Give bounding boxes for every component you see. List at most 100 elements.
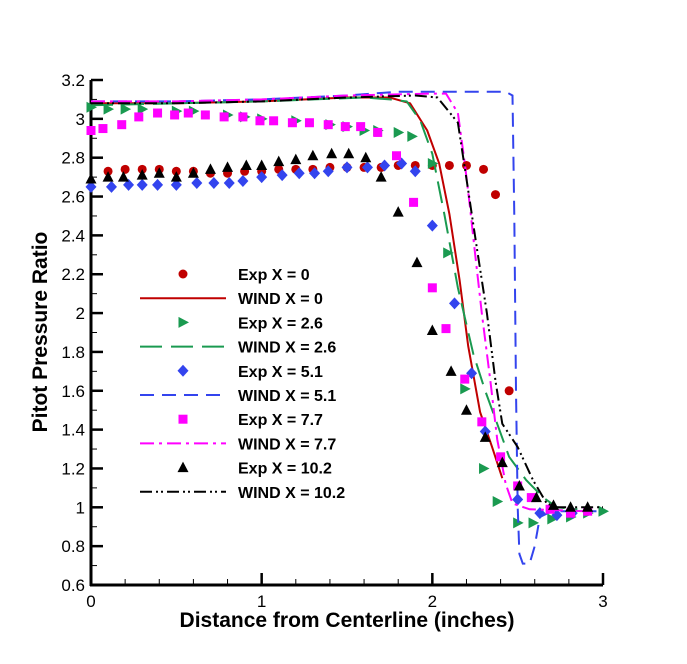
- legend-marker-swatch: [177, 364, 189, 377]
- data-point: [136, 178, 148, 191]
- data-point: [153, 167, 165, 178]
- y-tick-label: 1.8: [61, 343, 85, 362]
- data-point: [309, 167, 321, 180]
- legend-label: Exp X = 5.1: [238, 364, 323, 381]
- data-point: [307, 149, 319, 161]
- data-point: [427, 283, 437, 293]
- data-point: [304, 118, 314, 128]
- data-point: [191, 176, 203, 189]
- data-point: [492, 495, 504, 507]
- data-point: [479, 462, 490, 474]
- data-point: [105, 180, 117, 193]
- legend-label: Exp X = 2.6: [238, 315, 323, 332]
- series-line: [91, 92, 586, 513]
- y-tick-label: 2.6: [61, 188, 85, 207]
- data-point: [526, 493, 536, 503]
- legend-marker-swatch: [178, 316, 189, 328]
- legend-entry: Exp X = 5.1: [177, 364, 323, 381]
- data-point: [204, 163, 216, 174]
- x-tick-label: 0: [86, 592, 95, 611]
- data-point: [460, 383, 471, 395]
- data-point: [269, 116, 279, 126]
- data-point: [356, 122, 366, 132]
- data-point: [170, 178, 182, 191]
- data-point: [504, 386, 514, 396]
- data-point: [255, 116, 265, 126]
- data-point: [598, 505, 609, 517]
- data-point: [496, 452, 506, 462]
- data-point: [85, 180, 97, 193]
- data-point: [566, 508, 576, 518]
- legend-entry: Exp X = 10.2: [177, 461, 332, 478]
- data-point: [256, 159, 268, 170]
- legend-entry: Exp X = 7.7: [178, 412, 323, 429]
- x-tick-label: 3: [598, 592, 607, 611]
- data-point: [273, 155, 285, 167]
- series-exp-x-10-2: [85, 147, 594, 512]
- data-point: [427, 158, 439, 170]
- legend-label: WIND X = 0: [238, 291, 323, 308]
- data-point: [460, 404, 472, 415]
- data-point: [445, 365, 457, 376]
- data-point: [391, 151, 401, 161]
- data-point: [208, 176, 220, 189]
- data-point: [98, 124, 108, 134]
- legend-entry: WIND X = 5.1: [140, 388, 336, 405]
- data-point: [379, 159, 391, 172]
- data-point: [136, 169, 148, 180]
- data-point: [443, 247, 454, 259]
- data-point: [373, 127, 383, 137]
- y-tick-label: 0.8: [61, 537, 85, 556]
- data-point: [153, 108, 163, 118]
- y-tick-label: 0.6: [61, 576, 85, 595]
- data-point: [441, 324, 451, 334]
- data-point: [102, 171, 114, 182]
- data-point: [361, 161, 373, 174]
- data-point: [460, 374, 470, 384]
- x-tick-label: 2: [428, 592, 437, 611]
- legend-label: Exp X = 0: [238, 267, 310, 284]
- legend-label: WIND X = 10.2: [238, 485, 345, 502]
- legend-marker-swatch: [178, 414, 188, 424]
- legend-label: WIND X = 7.7: [238, 436, 336, 453]
- data-point: [513, 517, 524, 529]
- data-point: [200, 110, 210, 120]
- data-point: [396, 157, 408, 170]
- legend: Exp X = 0 WIND X = 0 Exp X = 2.6 WIND X = 2…: [140, 267, 345, 502]
- data-point: [490, 190, 500, 200]
- y-tick-label: 1: [76, 498, 85, 517]
- data-point: [117, 171, 129, 182]
- data-point: [449, 297, 461, 310]
- data-point: [530, 491, 542, 503]
- y-tick-label: 2.8: [61, 149, 85, 168]
- data-point: [341, 161, 353, 174]
- data-point: [477, 417, 487, 427]
- series-line: [91, 94, 603, 509]
- data-point: [237, 175, 249, 187]
- data-point: [123, 178, 135, 191]
- data-point: [426, 219, 438, 232]
- data-point: [323, 120, 333, 130]
- data-point: [479, 431, 491, 442]
- data-point: [85, 173, 97, 184]
- y-tick-label: 1.4: [61, 421, 85, 440]
- series-wind-x-2-6: [90, 96, 578, 511]
- legend-label: WIND X = 5.1: [238, 388, 336, 405]
- data-point: [444, 160, 454, 170]
- y-tick-label: 2.2: [61, 265, 85, 284]
- data-point: [287, 118, 297, 128]
- data-point: [137, 103, 149, 115]
- data-point: [479, 164, 489, 174]
- data-point: [256, 171, 268, 184]
- data-point: [120, 103, 132, 115]
- legend-entry: WIND X = 0: [140, 291, 323, 308]
- data-point: [86, 101, 97, 113]
- series-exp-x-5-1: [85, 157, 578, 522]
- y-tick-label: 3.2: [61, 71, 85, 90]
- data-point: [411, 256, 423, 268]
- data-point: [393, 126, 405, 138]
- data-point: [117, 120, 127, 130]
- legend-label: Exp X = 7.7: [238, 412, 323, 429]
- legend-entry: WIND X = 2.6: [140, 340, 336, 357]
- data-point: [187, 167, 199, 178]
